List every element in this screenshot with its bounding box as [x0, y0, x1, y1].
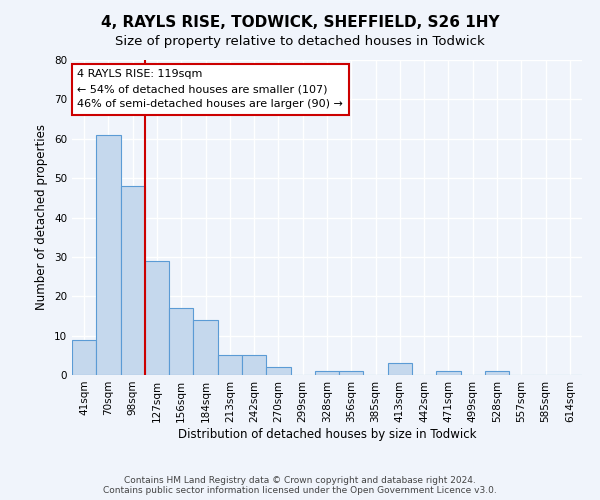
Text: 4 RAYLS RISE: 119sqm
← 54% of detached houses are smaller (107)
46% of semi-deta: 4 RAYLS RISE: 119sqm ← 54% of detached h…: [77, 70, 343, 109]
Bar: [266, 367, 290, 375]
Bar: [315, 371, 339, 375]
Bar: [218, 356, 242, 375]
Bar: [436, 371, 461, 375]
Y-axis label: Number of detached properties: Number of detached properties: [35, 124, 49, 310]
Bar: [96, 135, 121, 375]
Text: Size of property relative to detached houses in Todwick: Size of property relative to detached ho…: [115, 35, 485, 48]
Bar: [242, 356, 266, 375]
Text: 4, RAYLS RISE, TODWICK, SHEFFIELD, S26 1HY: 4, RAYLS RISE, TODWICK, SHEFFIELD, S26 1…: [101, 15, 499, 30]
Bar: [169, 308, 193, 375]
Bar: [485, 371, 509, 375]
Bar: [388, 363, 412, 375]
Bar: [72, 340, 96, 375]
X-axis label: Distribution of detached houses by size in Todwick: Distribution of detached houses by size …: [178, 428, 476, 440]
Bar: [193, 320, 218, 375]
Text: Contains HM Land Registry data © Crown copyright and database right 2024.
Contai: Contains HM Land Registry data © Crown c…: [103, 476, 497, 495]
Bar: [121, 186, 145, 375]
Bar: [339, 371, 364, 375]
Bar: [145, 261, 169, 375]
